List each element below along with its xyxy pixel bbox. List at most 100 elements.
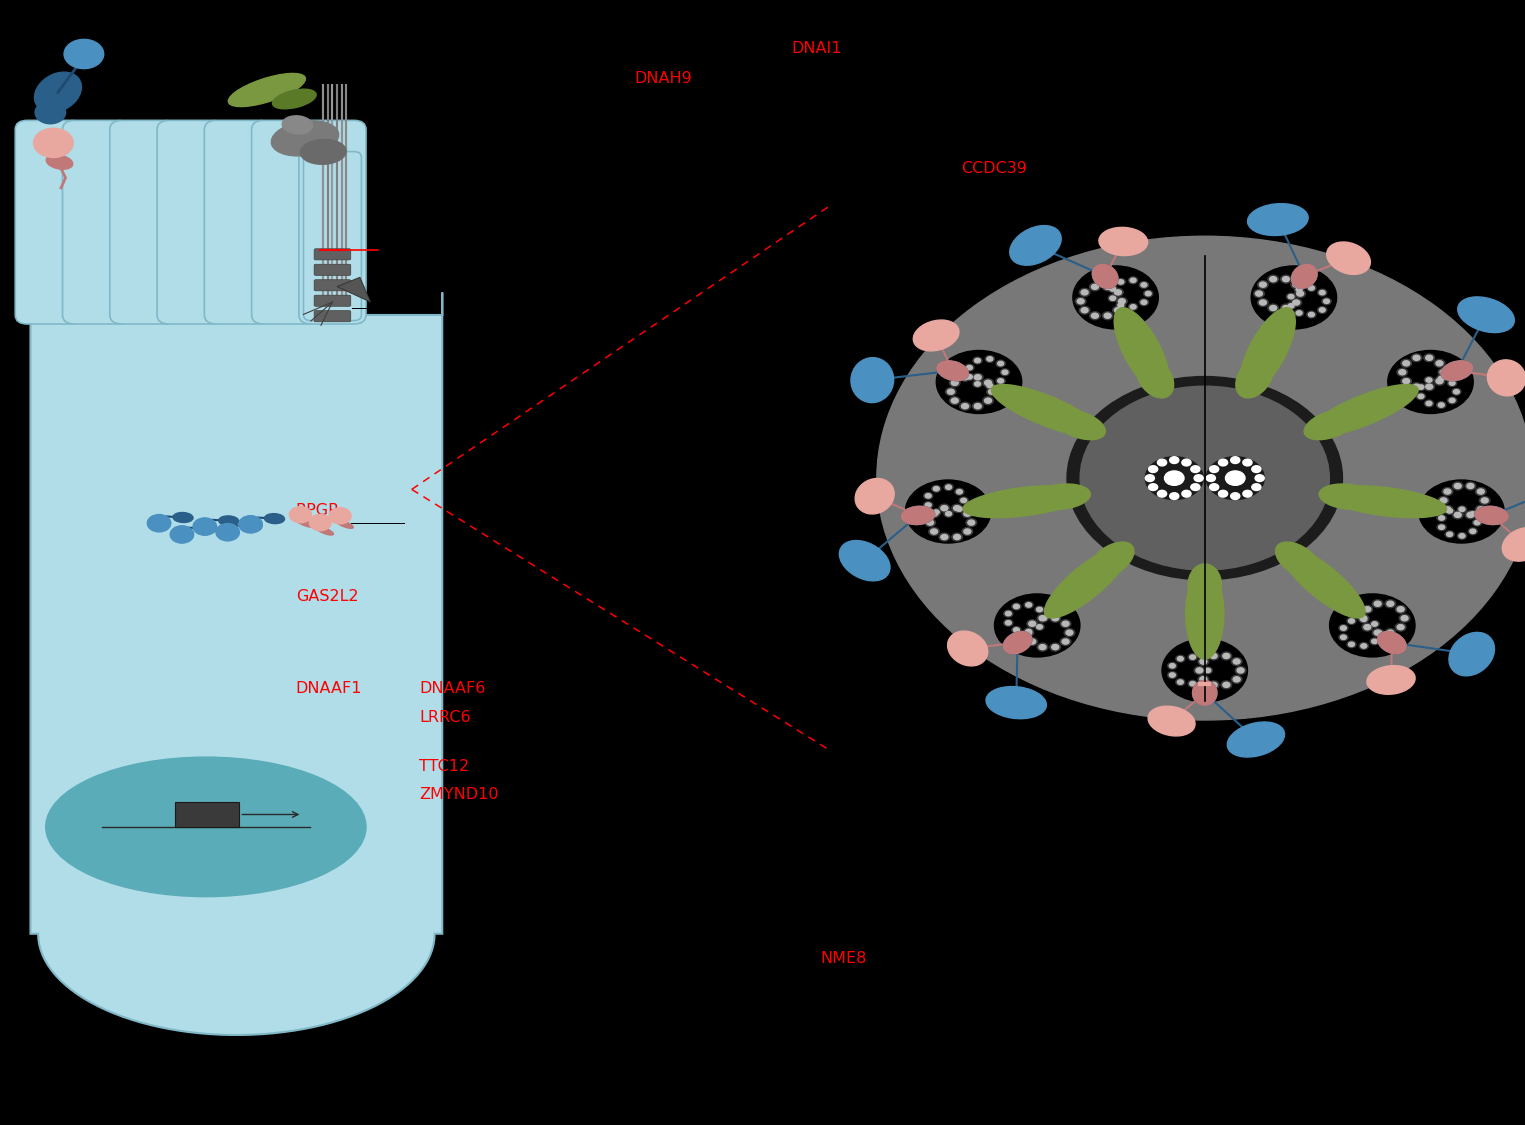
Ellipse shape bbox=[1325, 486, 1447, 518]
Circle shape bbox=[1452, 511, 1462, 519]
Circle shape bbox=[1466, 511, 1476, 519]
Circle shape bbox=[869, 231, 1525, 726]
Ellipse shape bbox=[901, 506, 935, 524]
Ellipse shape bbox=[316, 526, 334, 536]
Circle shape bbox=[1196, 668, 1203, 673]
Ellipse shape bbox=[1240, 308, 1295, 394]
Circle shape bbox=[35, 101, 66, 124]
Circle shape bbox=[1308, 286, 1315, 290]
Circle shape bbox=[1258, 281, 1269, 289]
Circle shape bbox=[1157, 459, 1167, 466]
Circle shape bbox=[1130, 305, 1136, 309]
Ellipse shape bbox=[1003, 631, 1032, 654]
Circle shape bbox=[950, 397, 961, 405]
Circle shape bbox=[952, 380, 958, 386]
Circle shape bbox=[1113, 306, 1124, 314]
Ellipse shape bbox=[936, 361, 968, 380]
Ellipse shape bbox=[1377, 631, 1406, 654]
Circle shape bbox=[1324, 299, 1330, 304]
Circle shape bbox=[148, 514, 171, 532]
Circle shape bbox=[1170, 493, 1179, 500]
Circle shape bbox=[1403, 379, 1409, 384]
Circle shape bbox=[1209, 484, 1218, 490]
Ellipse shape bbox=[1260, 326, 1292, 344]
Circle shape bbox=[1388, 351, 1473, 414]
Circle shape bbox=[1206, 457, 1264, 500]
Circle shape bbox=[1475, 521, 1481, 524]
Circle shape bbox=[906, 480, 991, 543]
Circle shape bbox=[1176, 656, 1185, 663]
Circle shape bbox=[1255, 291, 1263, 296]
Ellipse shape bbox=[1475, 506, 1508, 524]
Ellipse shape bbox=[1052, 410, 1106, 440]
Circle shape bbox=[1417, 384, 1426, 390]
Ellipse shape bbox=[1228, 722, 1284, 757]
Circle shape bbox=[1293, 282, 1299, 287]
Circle shape bbox=[1447, 508, 1453, 513]
Circle shape bbox=[1115, 290, 1121, 295]
Circle shape bbox=[1234, 659, 1240, 664]
Circle shape bbox=[1426, 356, 1432, 360]
Circle shape bbox=[1283, 277, 1290, 281]
Ellipse shape bbox=[1371, 390, 1397, 414]
Circle shape bbox=[1104, 285, 1112, 289]
Circle shape bbox=[1437, 514, 1446, 521]
Circle shape bbox=[1145, 291, 1151, 296]
Circle shape bbox=[1110, 287, 1116, 291]
Circle shape bbox=[1003, 610, 1013, 616]
Text: DNAAF6: DNAAF6 bbox=[419, 681, 486, 696]
Circle shape bbox=[1449, 381, 1455, 385]
Ellipse shape bbox=[1193, 681, 1217, 705]
Ellipse shape bbox=[856, 478, 894, 514]
Text: DNAH9: DNAH9 bbox=[634, 71, 692, 87]
Circle shape bbox=[1211, 654, 1217, 658]
Circle shape bbox=[955, 488, 964, 495]
Text: LRRC6: LRRC6 bbox=[419, 710, 471, 726]
Circle shape bbox=[1469, 528, 1478, 534]
Circle shape bbox=[961, 498, 967, 503]
Circle shape bbox=[996, 360, 1005, 367]
Ellipse shape bbox=[1057, 585, 1087, 605]
Circle shape bbox=[965, 364, 974, 371]
Circle shape bbox=[1231, 457, 1240, 464]
Circle shape bbox=[1182, 459, 1191, 466]
Circle shape bbox=[1128, 277, 1138, 284]
Circle shape bbox=[239, 515, 262, 533]
Circle shape bbox=[956, 507, 962, 511]
Circle shape bbox=[1080, 288, 1090, 296]
FancyBboxPatch shape bbox=[15, 120, 82, 324]
Ellipse shape bbox=[1193, 681, 1217, 705]
Circle shape bbox=[1231, 657, 1241, 665]
Circle shape bbox=[1190, 655, 1196, 659]
Circle shape bbox=[1397, 624, 1405, 630]
Ellipse shape bbox=[851, 358, 894, 403]
Ellipse shape bbox=[1247, 351, 1279, 369]
Circle shape bbox=[1218, 459, 1228, 466]
Circle shape bbox=[1231, 493, 1240, 500]
Text: GAS8: GAS8 bbox=[1029, 626, 1074, 641]
FancyBboxPatch shape bbox=[175, 802, 239, 827]
FancyBboxPatch shape bbox=[204, 120, 271, 324]
Text: RPGR: RPGR bbox=[296, 503, 340, 519]
Circle shape bbox=[985, 356, 994, 362]
Circle shape bbox=[1049, 644, 1060, 651]
Circle shape bbox=[974, 381, 981, 386]
Ellipse shape bbox=[1292, 264, 1318, 288]
Circle shape bbox=[950, 379, 961, 387]
Circle shape bbox=[1386, 601, 1394, 606]
Circle shape bbox=[1176, 678, 1185, 685]
Ellipse shape bbox=[1045, 404, 1071, 426]
Circle shape bbox=[1218, 490, 1228, 497]
Ellipse shape bbox=[1186, 568, 1223, 659]
Ellipse shape bbox=[271, 120, 339, 156]
Circle shape bbox=[1481, 498, 1488, 503]
Circle shape bbox=[1026, 629, 1032, 633]
Circle shape bbox=[1386, 630, 1394, 636]
Circle shape bbox=[1130, 278, 1136, 282]
Circle shape bbox=[982, 397, 993, 405]
Circle shape bbox=[1118, 299, 1125, 304]
Circle shape bbox=[939, 533, 950, 541]
Circle shape bbox=[1223, 654, 1229, 658]
Circle shape bbox=[1208, 652, 1218, 660]
Circle shape bbox=[1295, 286, 1304, 292]
